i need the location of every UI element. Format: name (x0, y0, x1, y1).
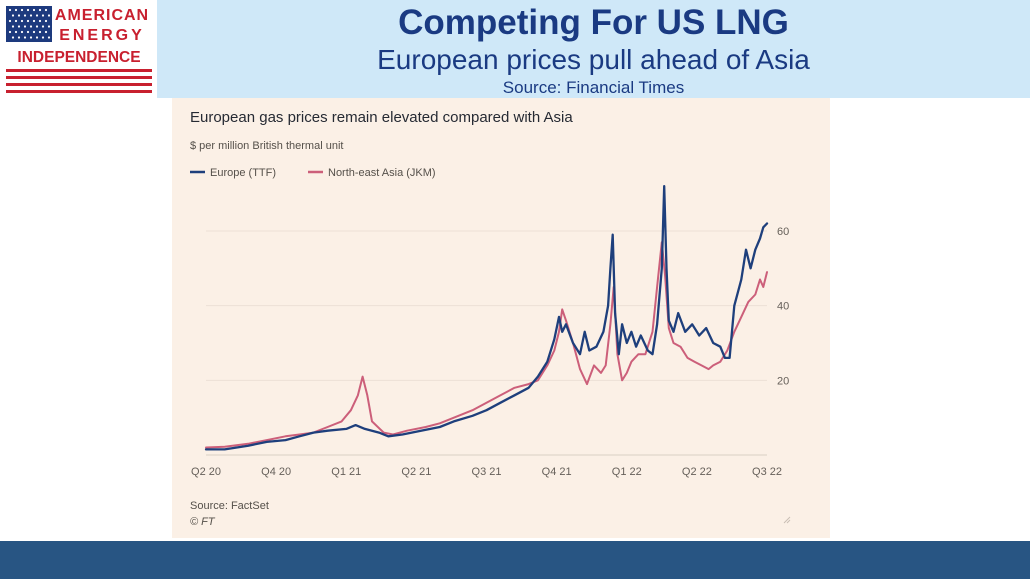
legend: Europe (TTF) North-east Asia (JKM) (190, 167, 436, 179)
logo: AMERICAN ENERGY INDEPENDENCE (0, 0, 157, 98)
x-tick-label: Q4 21 (542, 466, 572, 478)
logo-line-2: ENERGY (59, 27, 145, 44)
resize-handle-icon (783, 516, 791, 524)
slide-source: Source: Financial Times (502, 78, 685, 97)
header-band: Competing For US LNG European prices pul… (157, 0, 1030, 98)
slide-subtitle: European prices pull ahead of Asia (377, 44, 810, 75)
y-tick-label: 20 (777, 375, 789, 387)
x-tick-label: Q1 22 (612, 466, 642, 478)
chart-source: Source: FactSet (190, 500, 269, 512)
y-tick-label: 40 (777, 301, 789, 313)
chart-subtitle: $ per million British thermal unit (190, 140, 343, 152)
y-tick-label: 60 (777, 226, 789, 238)
x-axis: Q2 20 Q4 20 Q1 21 Q2 21 Q3 21 Q4 21 Q1 22 Q2 22… (191, 466, 782, 478)
grid: 20 40 60 (206, 226, 789, 456)
x-tick-label: Q2 22 (682, 466, 712, 478)
series-line-europe (204, 185, 769, 451)
x-tick-label: Q3 21 (472, 466, 502, 478)
logo-line-1: AMERICAN (55, 7, 149, 24)
legend-label-asia: North-east Asia (JKM) (328, 167, 436, 179)
chart-credit: © FT (190, 516, 216, 528)
x-tick-label: Q4 20 (261, 466, 291, 478)
gas-price-chart: European gas prices remain elevated comp… (190, 109, 791, 528)
x-tick-label: Q1 21 (331, 466, 361, 478)
logo-line-3: INDEPENDENCE (17, 49, 140, 66)
chart-panel: European gas prices remain elevated comp… (172, 98, 830, 538)
series-line-asia (205, 241, 768, 449)
logo-graphic: AMERICAN ENERGY INDEPENDENCE (6, 6, 152, 93)
footer-bar (0, 541, 1030, 579)
slide-title: Competing For US LNG (398, 3, 789, 42)
x-tick-label: Q2 20 (191, 466, 221, 478)
x-tick-label: Q2 21 (401, 466, 431, 478)
flag-icon (6, 6, 52, 42)
logo-stripes (6, 69, 152, 93)
series-layer (204, 185, 769, 451)
legend-label-europe: Europe (TTF) (210, 167, 276, 179)
x-tick-label: Q3 22 (752, 466, 782, 478)
chart-title: European gas prices remain elevated comp… (190, 109, 573, 126)
